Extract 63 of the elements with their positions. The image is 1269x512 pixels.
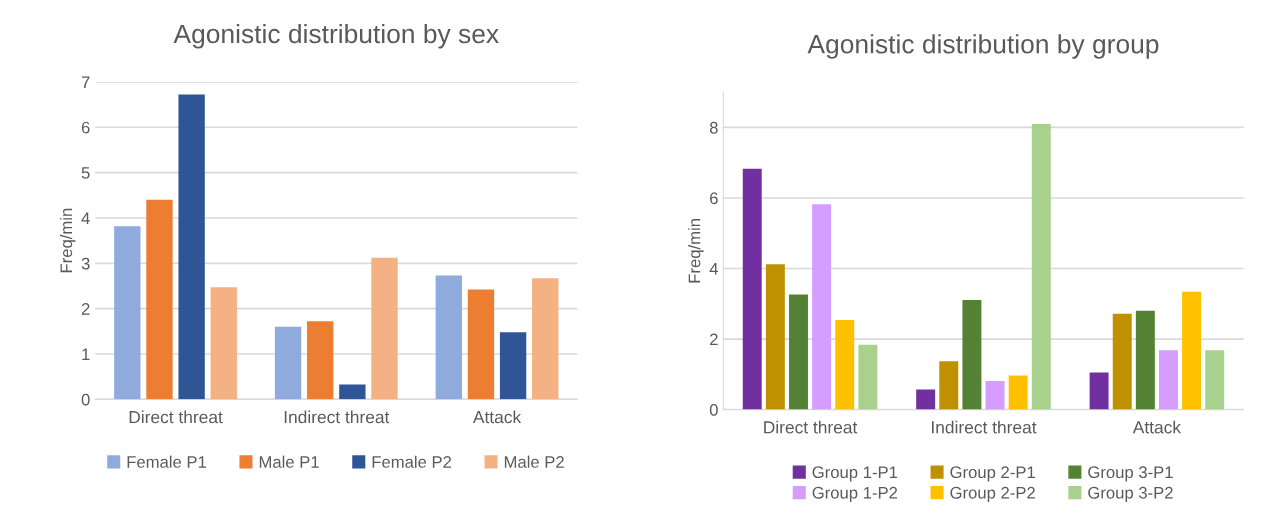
x-tick-label: Attack — [472, 410, 522, 424]
legend-label: Group 3-P2 — [1088, 486, 1173, 502]
bar — [1031, 123, 1051, 410]
bar — [210, 287, 237, 400]
bar — [1158, 350, 1178, 410]
bar — [812, 204, 832, 410]
x-tick-label: Direct threat — [764, 420, 858, 434]
y-tick-label: 4 — [81, 212, 90, 224]
legend-label: Group 2-P1 — [950, 466, 1035, 482]
bar — [1089, 372, 1109, 410]
bar — [532, 278, 559, 400]
y-tick-label: 0 — [709, 404, 718, 416]
bar — [1135, 310, 1155, 410]
legend-label: Female P1 — [127, 455, 207, 468]
bar — [499, 332, 527, 400]
y-tick-label: 6 — [81, 121, 90, 134]
y-tick-label: 6 — [710, 192, 718, 205]
y-tick-label: 7 — [81, 76, 90, 88]
y-tick-label: 0 — [81, 393, 90, 406]
chart-title: Agonistic distribution by sex — [173, 23, 499, 49]
bar — [371, 257, 398, 400]
bar — [467, 289, 495, 400]
y-tick-label: 2 — [710, 333, 718, 346]
bar — [1112, 313, 1132, 410]
legend-label: Group 1-P2 — [812, 486, 898, 502]
bar — [858, 344, 878, 410]
x-tick-label: Direct threat — [129, 410, 223, 424]
x-tick-label: Indirect threat — [284, 410, 390, 424]
y-tick-label: 3 — [81, 257, 90, 270]
legend-label: Group 3-P1 — [1088, 466, 1173, 482]
bar — [789, 294, 808, 410]
bar — [1008, 375, 1028, 410]
bar — [939, 361, 959, 410]
y-tick-label: 2 — [81, 303, 90, 315]
legend-label: Male P2 — [504, 455, 564, 468]
y-tick-label: 1 — [82, 348, 90, 361]
bar — [178, 94, 205, 400]
bar — [1182, 291, 1202, 410]
bar — [435, 275, 462, 400]
bar — [835, 320, 855, 410]
y-tick-label: 5 — [81, 167, 90, 179]
bar — [307, 321, 334, 400]
bar — [1205, 350, 1225, 410]
legend-label: Female P2 — [372, 455, 452, 468]
y-axis-title: Freq/min — [688, 219, 704, 283]
bar — [765, 264, 785, 410]
bar — [742, 168, 762, 410]
y-tick-label: 8 — [709, 121, 718, 134]
legend-label: Group 2-P2 — [950, 486, 1035, 502]
y-axis-title: Freq/min — [59, 208, 76, 273]
x-tick-label: Attack — [1132, 420, 1182, 434]
chart-title: Agonistic distribution by group — [807, 34, 1159, 59]
legend-label: Male P1 — [259, 455, 319, 468]
bar — [114, 226, 141, 400]
bar — [962, 299, 982, 410]
bar — [146, 199, 173, 400]
legend-label: Group 1-P1 — [812, 466, 898, 482]
bar — [985, 381, 1005, 410]
bar — [339, 384, 366, 400]
x-tick-label: Indirect threat — [932, 420, 1037, 434]
y-tick-label: 4 — [709, 263, 718, 275]
bar — [274, 326, 302, 400]
bar — [916, 389, 936, 410]
